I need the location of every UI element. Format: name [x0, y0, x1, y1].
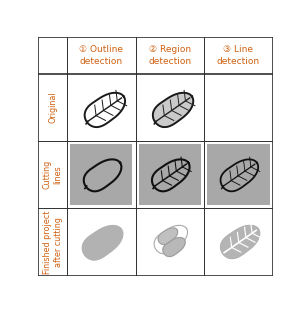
- Bar: [139, 144, 201, 205]
- Text: Original: Original: [48, 92, 57, 123]
- Polygon shape: [221, 225, 260, 259]
- Text: Cutting
lines: Cutting lines: [42, 160, 63, 189]
- Bar: [207, 144, 270, 205]
- Polygon shape: [82, 226, 123, 260]
- Text: ① Outline
detection: ① Outline detection: [79, 45, 123, 66]
- Bar: [70, 144, 132, 205]
- Text: ③ Line
detection: ③ Line detection: [217, 45, 260, 66]
- Polygon shape: [153, 93, 193, 127]
- Polygon shape: [163, 237, 185, 257]
- Text: ② Region
detection: ② Region detection: [148, 45, 191, 66]
- Polygon shape: [158, 228, 178, 245]
- Text: Finished project
after cutting: Finished project after cutting: [42, 210, 63, 274]
